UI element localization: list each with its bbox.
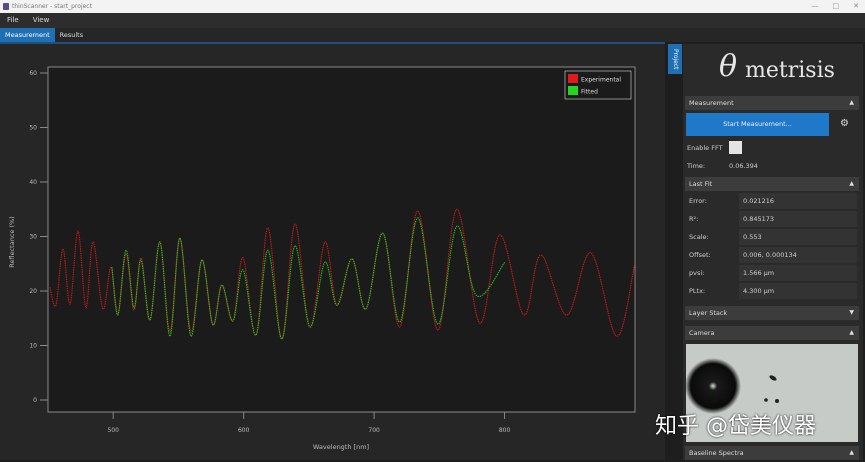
last-fit-section-header[interactable]: Last Fit ▲	[685, 177, 859, 191]
menu-view[interactable]: View	[32, 16, 50, 24]
y-tick-label: 0	[33, 397, 37, 404]
title-bar: thinScanner - start_project — □ ✕	[0, 0, 865, 13]
enable-fft-label: Enable FFT	[687, 144, 723, 152]
side-panel: θ metrisis Measurement ▲ Start Measuremen…	[683, 44, 863, 460]
section-title: Layer Stack	[689, 309, 728, 317]
measurement-section-header[interactable]: Measurement ▲	[685, 96, 859, 110]
metrisis-logo: θ metrisis	[683, 44, 863, 94]
fit-row-error: Error: 0.021216	[687, 193, 859, 209]
fit-value: 0.021216	[739, 193, 857, 209]
fit-value: 4.300 µm	[739, 283, 857, 299]
fit-row-pltx: PLtx: 4.300 µm	[687, 283, 859, 299]
fit-row-pvsi: pvsi: 1.566 µm	[687, 265, 859, 281]
legend-swatch-fitted	[568, 86, 578, 95]
legend-label-experimental: Experimental	[581, 77, 621, 84]
chart-panel: 500 600 700 800 0 10 20 30 40 50 60 Wavelength [nm…	[0, 42, 665, 460]
y-tick-label: 50	[29, 125, 37, 132]
enable-fft-checkbox[interactable]	[729, 141, 742, 154]
time-value: 0.06.394	[729, 162, 758, 170]
fit-label: PLtx:	[689, 287, 706, 295]
fit-value: 0.006, 0.000134	[739, 247, 857, 263]
legend-swatch-experimental	[568, 74, 578, 83]
legend: Experimental Fitted	[564, 70, 632, 100]
legend-label-fitted: Fitted	[581, 89, 598, 96]
close-button[interactable]: ✕	[853, 2, 859, 10]
fit-value: 0.553	[739, 229, 857, 245]
fit-label: Scale:	[689, 233, 709, 241]
x-axis-label: Wavelength [nm]	[313, 443, 369, 451]
project-side-tab[interactable]: Project	[668, 44, 682, 74]
collapse-icon: ▲	[849, 329, 854, 336]
logo-text: metrisis	[745, 58, 835, 83]
start-measurement-button[interactable]: Start Measurement...	[686, 113, 829, 136]
camera-section-header[interactable]: Camera ▲	[685, 326, 859, 340]
x-tick-label: 700	[368, 427, 380, 434]
menu-file[interactable]: File	[7, 16, 19, 24]
reflectance-chart: 500 600 700 800 0 10 20 30 40 50 60 Wavelength [nm…	[8, 66, 636, 451]
collapse-icon: ▲	[849, 99, 854, 106]
section-title: Camera	[689, 329, 715, 337]
fit-label: Error:	[689, 197, 707, 205]
y-tick-label: 10	[29, 343, 37, 350]
fit-label: R²:	[689, 215, 699, 223]
tab-bar: Measurement Results	[0, 28, 865, 42]
y-axis-label: Reflectance (%)	[8, 216, 16, 267]
gear-icon[interactable]: ⚙	[840, 118, 849, 129]
baseline-spectra-section-header[interactable]: Baseline Spectra ▲	[685, 446, 859, 460]
menu-bar: File View	[0, 13, 865, 28]
logo-theta: θ	[719, 49, 738, 84]
expand-icon: ▼	[849, 309, 854, 316]
maximize-button[interactable]: □	[832, 2, 840, 10]
section-title: Baseline Spectra	[689, 449, 744, 457]
camera-view	[686, 344, 858, 442]
y-tick-label: 60	[29, 70, 37, 77]
x-tick-label: 500	[107, 427, 119, 434]
series-line-experimental	[49, 208, 636, 340]
collapse-icon: ▲	[849, 449, 854, 456]
x-tick-label: 600	[238, 427, 250, 434]
x-tick-label: 800	[499, 427, 511, 434]
watermark: 知乎 @岱美仪器	[655, 414, 816, 439]
series-line-fitted	[111, 217, 506, 340]
y-tick-label: 20	[29, 288, 37, 295]
app-icon	[3, 3, 9, 10]
tab-results[interactable]: Results	[59, 31, 84, 39]
tab-measurement[interactable]: Measurement	[0, 28, 55, 42]
fit-row-offset: Offset: 0.006, 0.000134	[687, 247, 859, 263]
window-title: thinScanner - start_project	[12, 3, 92, 10]
section-title: Measurement	[689, 99, 734, 107]
section-title: Last Fit	[689, 180, 713, 188]
fit-label: Offset:	[689, 251, 711, 259]
fit-label: pvsi:	[689, 269, 705, 277]
fit-value: 1.566 µm	[739, 265, 857, 281]
layer-stack-section-header[interactable]: Layer Stack ▼	[685, 306, 859, 320]
y-tick-label: 40	[29, 179, 37, 186]
fit-row-scale: Scale: 0.553	[687, 229, 859, 245]
y-tick-label: 30	[29, 234, 37, 241]
fit-value: 0.845173	[739, 211, 857, 227]
time-label: Time:	[687, 162, 706, 170]
collapse-icon: ▲	[849, 180, 854, 187]
minimize-button[interactable]: —	[811, 2, 819, 10]
plot-area	[47, 66, 636, 413]
fit-row-r2: R²: 0.845173	[687, 211, 859, 227]
